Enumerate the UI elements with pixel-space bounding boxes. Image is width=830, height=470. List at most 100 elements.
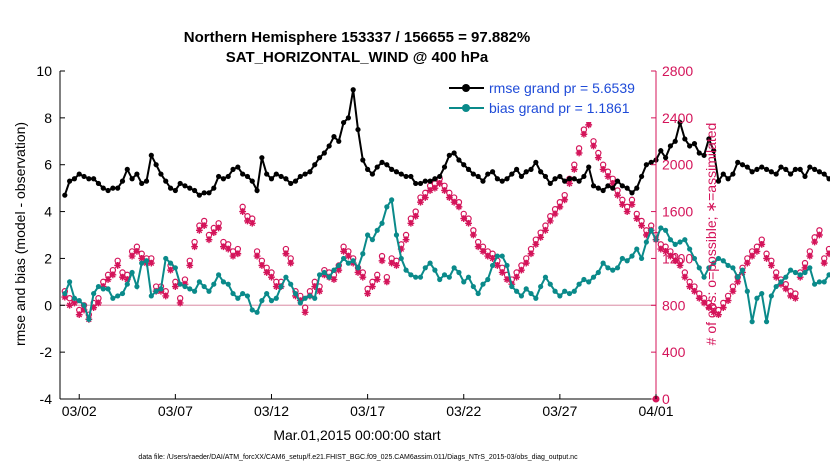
bias-point xyxy=(91,290,97,297)
obs-assimilated-point xyxy=(109,271,117,279)
obs-assimilated-point xyxy=(287,259,295,267)
obs-assimilated-point xyxy=(402,236,410,244)
obs-assimilated-point xyxy=(791,294,799,302)
bias-point xyxy=(739,267,746,273)
obs-assimilated-point xyxy=(215,224,223,232)
rmse-point xyxy=(562,178,568,184)
rmse-point xyxy=(403,173,409,180)
bias-point xyxy=(345,260,351,266)
bias-point xyxy=(350,258,356,264)
bias-point xyxy=(182,283,188,290)
y-right-tick-label: 800 xyxy=(662,297,686,313)
rmse-point xyxy=(600,187,606,194)
bias-point xyxy=(379,220,385,226)
rmse-point xyxy=(158,171,164,177)
rmse-point xyxy=(408,173,414,180)
y-right-tick-label: 2800 xyxy=(662,63,693,79)
obs-assimilated-point xyxy=(378,257,386,265)
obs-assimilated-point xyxy=(758,240,766,248)
obs-assimilated-point xyxy=(205,236,213,244)
rmse-point xyxy=(283,176,289,182)
obs-assimilated-point xyxy=(719,304,727,312)
obs-assimilated-point xyxy=(628,201,636,208)
rmse-point xyxy=(687,143,693,149)
bias-point xyxy=(225,281,231,287)
y-left-tick-label: -4 xyxy=(40,391,53,407)
bias-point xyxy=(374,227,380,233)
obs-assimilated-point xyxy=(642,231,650,239)
rmse-point xyxy=(336,138,342,144)
obs-assimilated-point xyxy=(493,262,501,269)
obs-assimilated-point xyxy=(513,273,521,281)
rmse-point xyxy=(465,166,472,172)
bias-point xyxy=(307,293,313,299)
bias-point xyxy=(552,288,558,294)
bias-point xyxy=(687,246,693,252)
obs-assimilated-point xyxy=(393,262,400,269)
rmse-point xyxy=(744,164,750,170)
x-tick-label: 03/02 xyxy=(62,403,97,419)
bias-point xyxy=(360,251,366,257)
bias-point xyxy=(331,267,337,273)
bias-point xyxy=(110,295,116,301)
rmse-point xyxy=(509,171,515,177)
rmse-point xyxy=(422,178,428,184)
bias-point xyxy=(124,281,130,287)
bias-point xyxy=(422,265,428,271)
rmse-point xyxy=(475,173,481,180)
bias-point xyxy=(297,300,303,306)
bias-point xyxy=(206,288,212,294)
bias-point xyxy=(494,253,500,259)
rmse-point xyxy=(489,169,496,175)
obs-assimilated-point xyxy=(811,238,819,246)
rmse-point xyxy=(427,178,433,184)
x-tick-label: 04/01 xyxy=(638,403,673,419)
y-right-tick-label: 1600 xyxy=(662,204,693,220)
rmse-point xyxy=(590,183,597,189)
obs-assimilated-point xyxy=(662,248,670,255)
rmse-point xyxy=(167,185,174,191)
bias-point xyxy=(749,319,755,325)
bias-point xyxy=(100,286,106,292)
obs-assimilated-point xyxy=(176,299,184,307)
obs-assimilated-point xyxy=(681,273,689,281)
bias-point xyxy=(292,290,299,297)
bias-point xyxy=(134,283,140,290)
rmse-point xyxy=(62,192,68,198)
obs-assimilated-point xyxy=(522,259,530,267)
bias-point xyxy=(696,265,702,271)
bias-point xyxy=(504,262,510,269)
obs-assimilated-point xyxy=(282,250,290,258)
bias-point xyxy=(427,260,433,266)
rmse-point xyxy=(91,176,97,182)
rmse-point xyxy=(148,152,154,158)
axes: -4 -2 0 2 4 6 8 10 0 400 800 1200 1600 2000 2400 2800 03… xyxy=(36,63,693,419)
rmse-point xyxy=(451,150,457,156)
rmse-point xyxy=(413,180,419,187)
bias-point xyxy=(465,274,472,280)
obs-assimilated-point xyxy=(441,187,448,194)
x-tick-label: 03/22 xyxy=(446,403,481,419)
rmse-point xyxy=(67,178,73,184)
bias-point xyxy=(148,293,154,299)
bias-point xyxy=(475,290,481,297)
bias-point xyxy=(369,237,376,243)
bias-point xyxy=(735,274,741,280)
bias-point xyxy=(682,237,688,243)
obs-assimilated-point xyxy=(614,191,621,199)
bias-point xyxy=(288,281,294,287)
bias-point xyxy=(230,290,236,297)
rmse-point xyxy=(278,173,284,180)
obs-assimilated-point xyxy=(590,142,597,150)
bias-point xyxy=(177,281,183,287)
bias-point xyxy=(677,239,683,245)
rmse-point xyxy=(470,171,476,177)
obs-assimilated-point xyxy=(667,252,674,260)
rmse-point xyxy=(619,183,625,189)
rmse-point xyxy=(172,187,178,194)
rmse-point xyxy=(504,176,510,182)
obs-assimilated-point xyxy=(268,273,275,281)
obs-assimilated-point xyxy=(104,276,112,283)
bias-point xyxy=(216,272,222,278)
obs-assimilated-point xyxy=(138,255,146,262)
